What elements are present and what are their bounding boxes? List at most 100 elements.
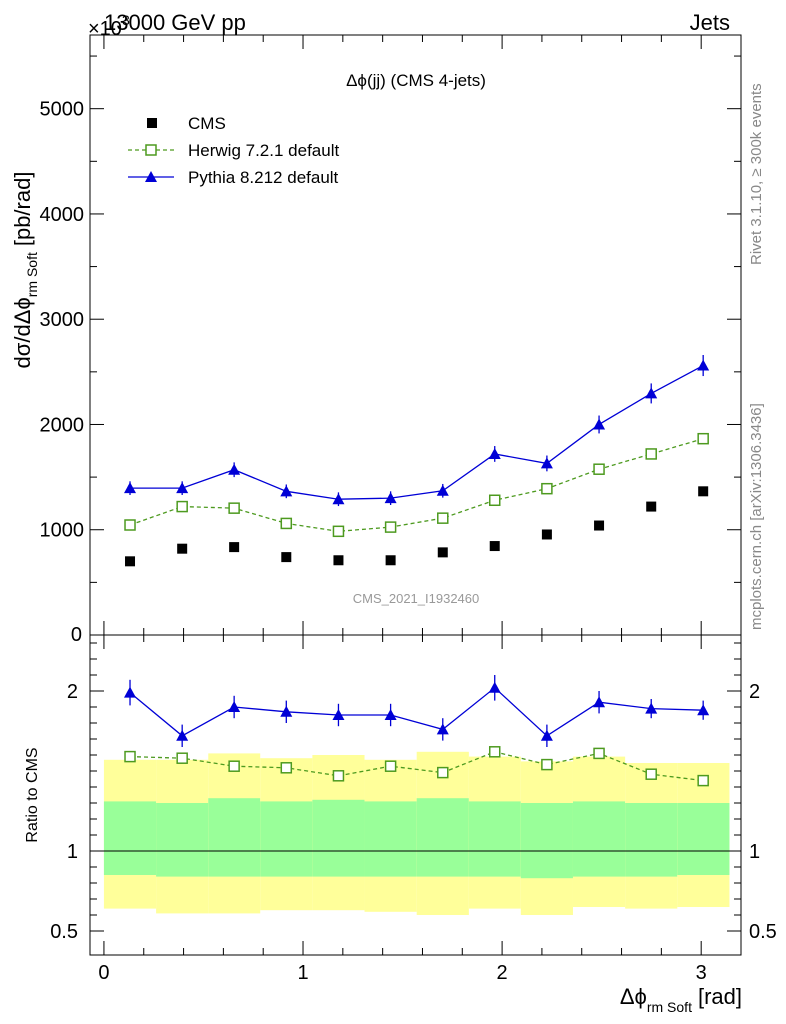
band-green-bin — [520, 803, 573, 879]
herwig-line — [129, 438, 704, 532]
pythia-point — [488, 447, 501, 459]
main-ytick-label-zero: 0 — [71, 624, 82, 646]
ratio-pythia-point — [488, 681, 501, 693]
herwig-point — [697, 432, 709, 445]
ratio-ytick-label-right: 2 — [749, 681, 760, 703]
cms-point — [594, 520, 605, 531]
ratio-pythia-point — [697, 704, 710, 716]
herwig-point — [124, 519, 136, 531]
ratio-ytick-label-left: 0.5 — [50, 921, 78, 943]
main-ytick-label: 4000 — [40, 204, 85, 226]
cms-point — [646, 501, 657, 512]
pythia-point — [697, 359, 710, 371]
ratio-herwig-point — [280, 762, 293, 774]
band-green-bin — [312, 799, 365, 877]
pythia-point — [332, 493, 345, 505]
cms-point — [698, 486, 709, 497]
main-ytick-label: 5000 — [40, 99, 85, 121]
ratio-herwig-point — [384, 760, 397, 772]
ratio-pythia-point — [593, 696, 606, 708]
cms-point — [437, 547, 448, 558]
ratio-pythia-point — [176, 729, 189, 741]
ratio-ytick-label-left: 2 — [67, 681, 78, 703]
cms-point — [229, 542, 240, 553]
legend-cms-label: CMS — [188, 114, 226, 133]
ratio-pythia-point — [280, 705, 293, 717]
header-process: Jets — [690, 10, 730, 35]
band-green-bin — [677, 803, 730, 875]
ratio-pythia-point — [645, 702, 658, 714]
ratio-xtick-label: 2 — [497, 962, 508, 984]
ratio-herwig-point — [437, 766, 449, 779]
herwig-point — [541, 482, 553, 495]
legend: CMS Herwig 7.2.1 default Pythia 8.212 de… — [128, 114, 339, 187]
pythia-point — [436, 484, 449, 496]
legend-pythia-label: Pythia 8.212 default — [188, 168, 339, 187]
ratio-herwig-point — [645, 768, 657, 780]
ratio-pythia-point — [436, 723, 449, 735]
ratio-frame — [89, 634, 742, 956]
pythia-line — [130, 364, 704, 500]
band-green-bin — [364, 801, 417, 877]
pythia-point — [540, 457, 553, 469]
cms-point — [489, 541, 500, 552]
cms-point — [125, 556, 136, 567]
legend-pythia-marker — [145, 171, 157, 182]
herwig-point — [384, 521, 397, 533]
band-green-bin — [103, 801, 157, 875]
ratio-herwig-point — [332, 770, 345, 782]
cms-point — [541, 529, 552, 540]
ratio-ytick-label-left: 1 — [67, 841, 78, 863]
ratio-herwig-point — [176, 752, 188, 764]
header-energy: 13000 GeV pp — [104, 10, 246, 35]
legend-herwig-label: Herwig 7.2.1 default — [188, 141, 339, 160]
x-axis-title: Δϕrm Soft [rad] — [620, 984, 742, 1015]
ratio-xtick-label: 1 — [297, 962, 308, 984]
pythia-point — [384, 492, 397, 504]
herwig-point — [593, 463, 605, 475]
cms-point — [177, 543, 188, 554]
ratio-xtick-label: 0 — [98, 962, 109, 984]
ratio-herwig-point — [124, 750, 136, 763]
pythia-point — [176, 482, 189, 494]
ratio-panel: 0.5 0.5 1 1 2 2 0 1 2 3 Ratio to CMS Δϕrm Soft [r… — [24, 634, 777, 1015]
ratio-herwig-point — [488, 746, 501, 758]
band-green-bin — [572, 801, 626, 877]
ratio-y-title: Ratio to CMS — [24, 747, 41, 842]
herwig-point — [437, 512, 449, 524]
main-ytick-label: 3000 — [40, 309, 85, 331]
mcplots-label: mcplots.cern.ch [arXiv:1306.3436] — [748, 403, 765, 630]
legend-herwig-marker — [145, 144, 157, 156]
herwig-point — [332, 525, 345, 538]
ratio-pythia-point — [228, 701, 241, 712]
ratio-ytick-label-right: 1 — [749, 841, 760, 863]
herwig-point — [280, 517, 293, 530]
plot-title: Δϕ(jj) (CMS 4-jets) — [346, 71, 486, 90]
main-panel: Δϕ(jj) (CMS 4-jets) CMS_2021_I1932460 10… — [10, 34, 742, 646]
ratio-pythia-point — [332, 709, 345, 720]
pythia-point — [645, 387, 658, 399]
ratio-xtick-label: 3 — [696, 962, 707, 984]
pythia-point — [124, 482, 137, 494]
band-green-bin — [208, 798, 261, 877]
herwig-point — [488, 494, 501, 507]
cms-point — [333, 555, 344, 566]
main-ytick-label: 2000 — [40, 414, 85, 436]
pythia-point — [593, 418, 606, 430]
ratio-pythia-point — [384, 709, 397, 720]
band-green-bin — [468, 801, 521, 877]
ratio-herwig-point — [541, 758, 553, 771]
ratio-ytick-label-right: 0.5 — [749, 921, 777, 943]
band-green-bin — [260, 801, 313, 877]
cms-point — [385, 555, 396, 566]
ratio-pythia-line — [129, 686, 704, 737]
cms-point — [281, 552, 292, 563]
y-axis-title: dσ/dΔϕrm Soft[pb/rad] — [10, 172, 40, 369]
herwig-point — [228, 502, 240, 514]
legend-cms-marker — [147, 118, 157, 128]
herwig-point — [176, 500, 188, 513]
ratio-pythia-point — [124, 686, 137, 698]
pythia-point — [228, 463, 241, 475]
watermark: CMS_2021_I1932460 — [353, 591, 480, 606]
